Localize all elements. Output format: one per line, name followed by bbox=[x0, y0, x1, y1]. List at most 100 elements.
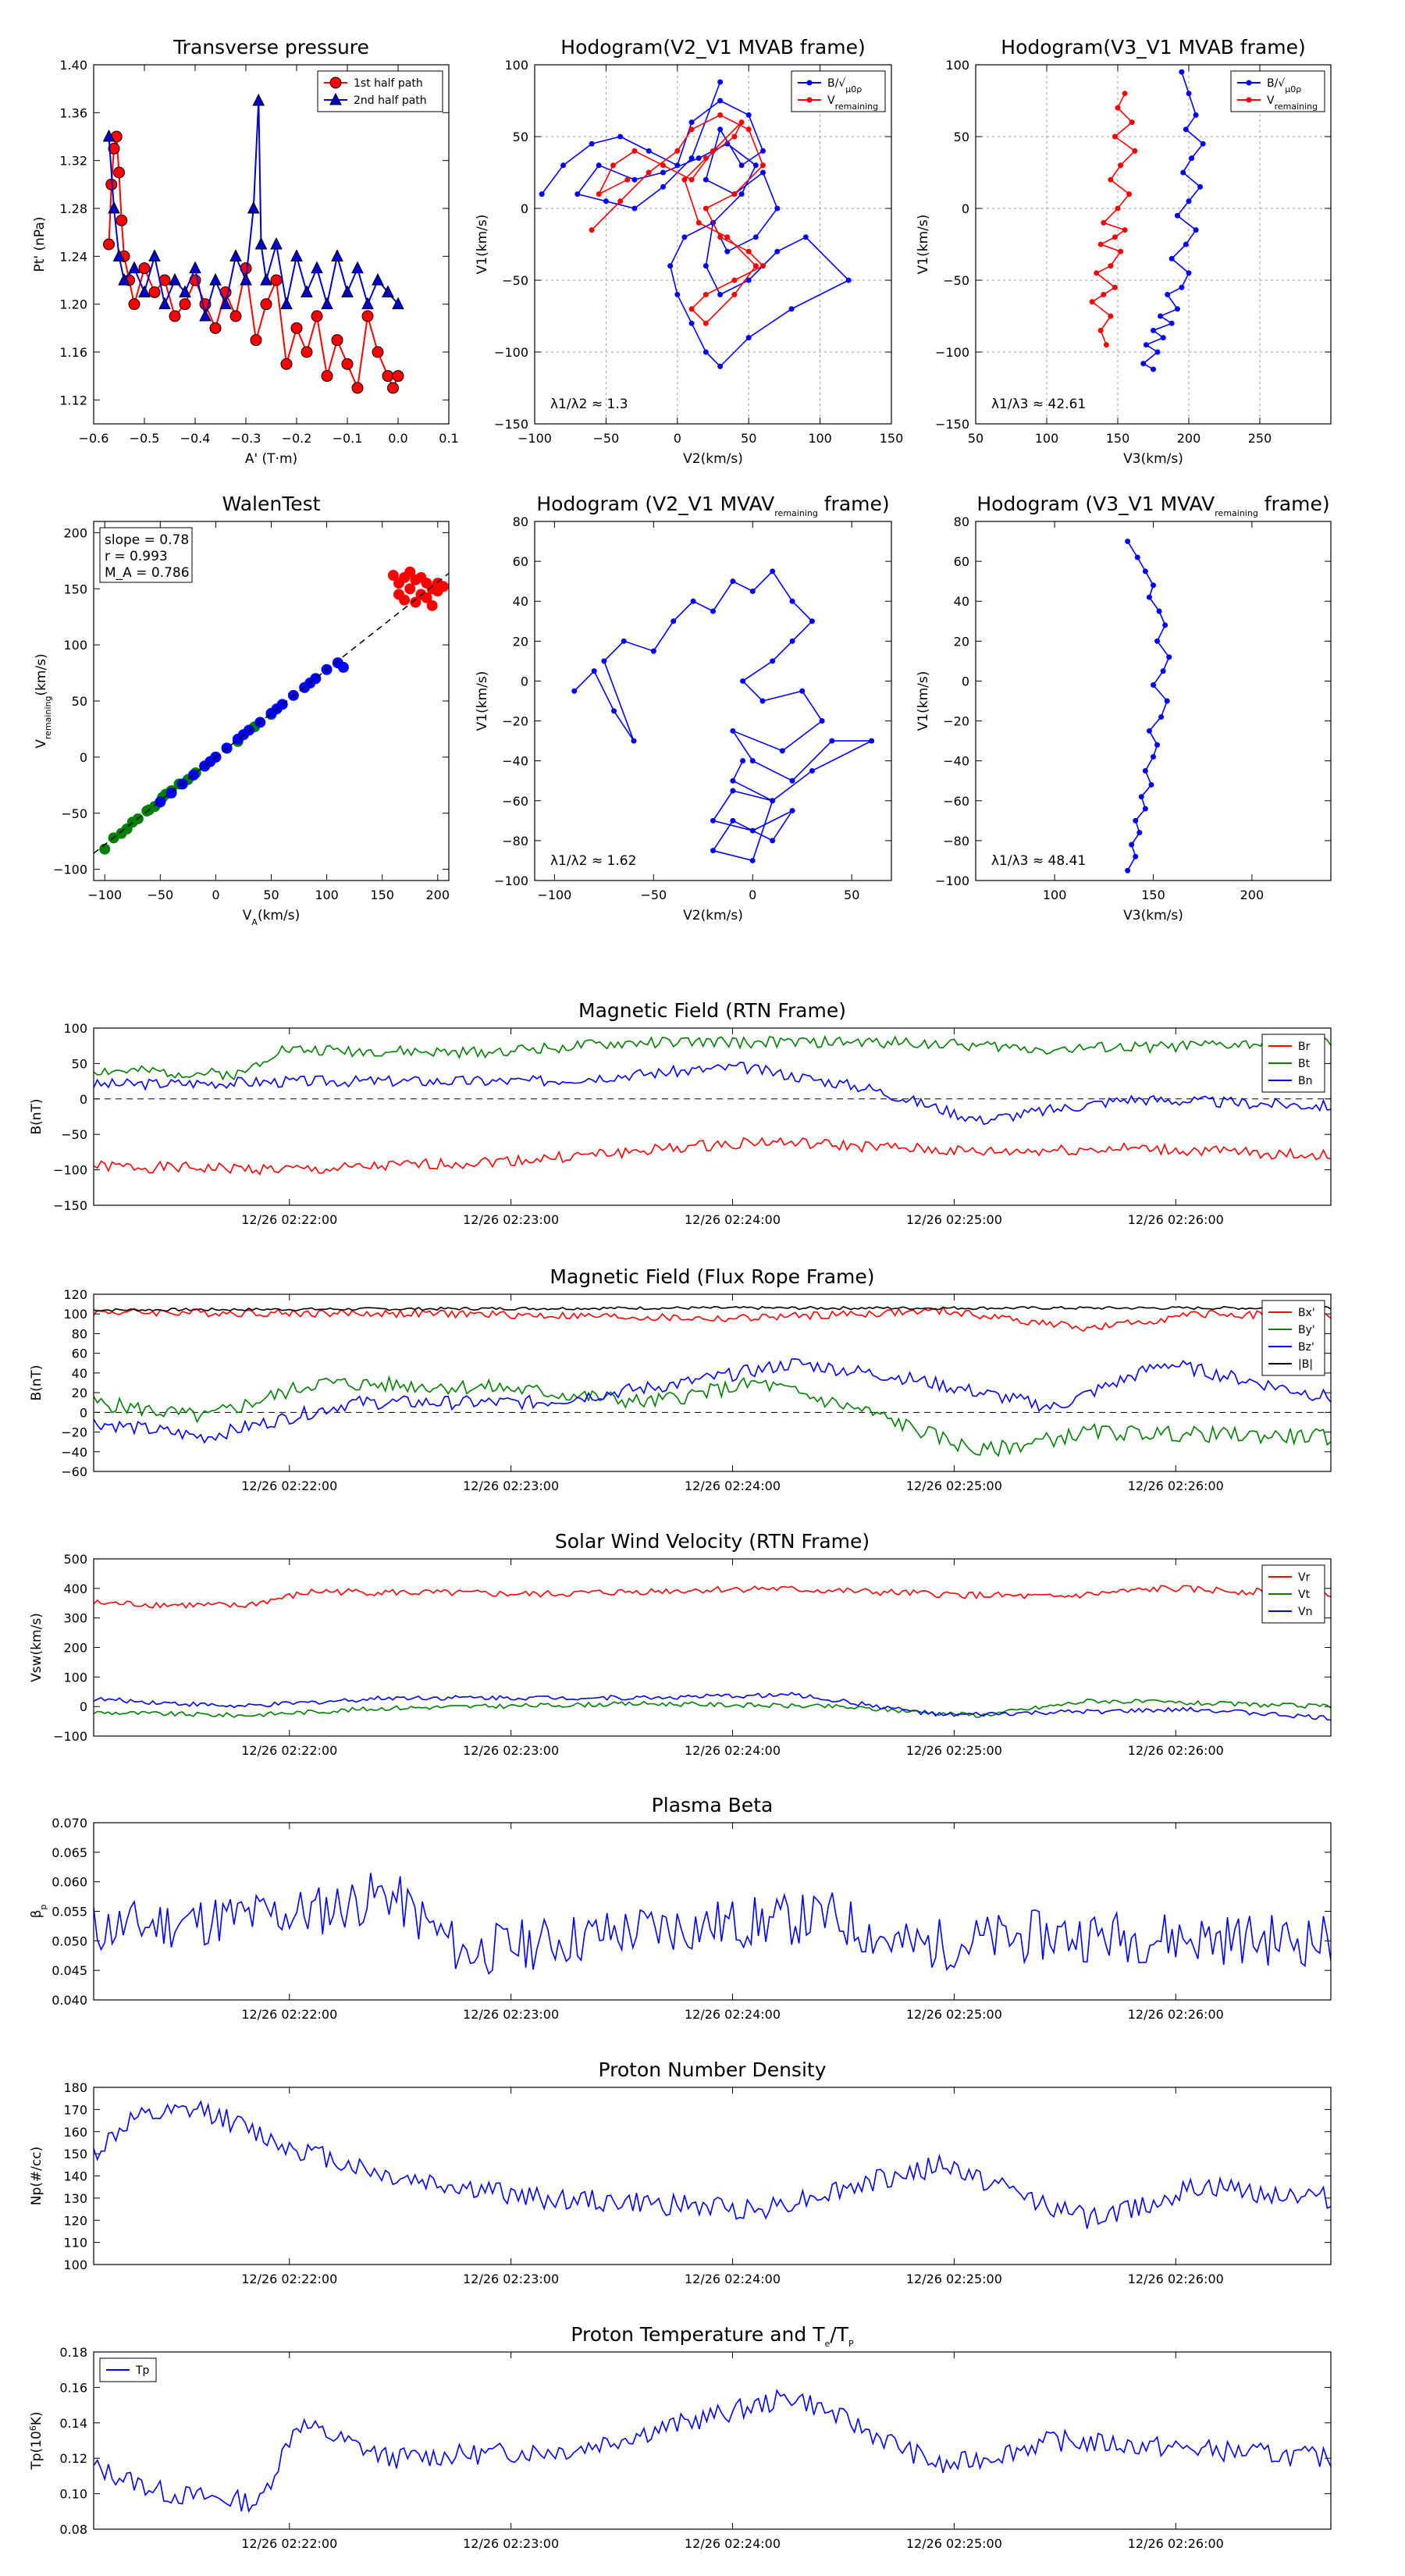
data-point-Vremaining bbox=[688, 176, 695, 183]
data-point-2nd half path bbox=[361, 297, 374, 310]
data-point-B/√(μ0ρ) bbox=[1183, 241, 1189, 247]
plot-frame bbox=[93, 1293, 1332, 1472]
y-tick-label: 0.18 bbox=[59, 2345, 87, 2360]
x-tick-label: −50 bbox=[593, 431, 620, 446]
data-point-B/√(μ0ρ) bbox=[617, 133, 624, 140]
x-axis-label: A' (T·m) bbox=[245, 451, 297, 467]
data-point-B/√(μ0ρ) bbox=[745, 335, 752, 341]
data-point-Vremaining bbox=[624, 176, 631, 183]
chart-bfield: Magnetic Field (RTN Frame) 12/26 02:22:00… bbox=[29, 999, 1332, 1227]
data-point-B/√(μ0ρ) bbox=[752, 162, 759, 169]
data-point-Vremaining bbox=[631, 148, 638, 154]
data-point-V bbox=[601, 658, 607, 664]
plot-frame bbox=[975, 64, 1332, 425]
data-point-V bbox=[759, 698, 766, 704]
data-point-red bbox=[421, 592, 432, 603]
x-tick-label: −100 bbox=[518, 431, 552, 446]
series-line-Np bbox=[94, 2100, 1331, 2229]
chart-title: WalenTest bbox=[222, 493, 321, 515]
data-point-Vremaining bbox=[1101, 291, 1107, 297]
plot-area bbox=[94, 2100, 1331, 2229]
y-tick-label: 500 bbox=[63, 1552, 87, 1567]
chart-title: Magnetic Field (Flux Rope Frame) bbox=[550, 1265, 874, 1288]
y-tick-label: −40 bbox=[502, 754, 528, 769]
x-axis-label: V2(km/s) bbox=[683, 451, 743, 467]
y-axis-label: V1(km/s) bbox=[916, 215, 931, 275]
data-point-V bbox=[1142, 568, 1148, 575]
series-line-Vremaining bbox=[1090, 93, 1136, 346]
data-point-B/√(μ0ρ) bbox=[589, 141, 595, 147]
plot-frame bbox=[93, 521, 450, 881]
legend-label: Bx' bbox=[1298, 1307, 1315, 1319]
data-point-B/√(μ0ρ) bbox=[802, 234, 809, 240]
data-point-V bbox=[749, 588, 756, 594]
series-line-V bbox=[574, 570, 872, 862]
y-tick-label: 0 bbox=[80, 1405, 87, 1420]
x-tick-label: 12/26 02:24:00 bbox=[685, 2272, 781, 2286]
y-axis-label: V1(km/s) bbox=[916, 671, 931, 731]
x-tick-label: −0.3 bbox=[231, 431, 261, 446]
data-point-V bbox=[1148, 781, 1154, 788]
data-point-V bbox=[1156, 608, 1162, 614]
y-tick-label: 100 bbox=[945, 58, 969, 73]
data-point-V bbox=[710, 848, 716, 854]
legend-label: By' bbox=[1298, 1324, 1315, 1336]
data-point-B/√(μ0ρ) bbox=[1193, 112, 1199, 118]
x-tick-label: −0.6 bbox=[79, 431, 109, 446]
chart-walen: WalenTest −100 −50 0 50 100 150 200 −100 −50 0 50 10… bbox=[34, 493, 450, 927]
data-point-B/√(μ0ρ) bbox=[667, 263, 674, 269]
data-point-V bbox=[621, 638, 627, 644]
data-point-Vremaining bbox=[717, 112, 724, 118]
x-tick-label: 12/26 02:26:00 bbox=[1128, 2272, 1224, 2286]
y-tick-label: 110 bbox=[63, 2236, 87, 2250]
data-point-2nd half path bbox=[169, 272, 181, 286]
data-point-V bbox=[571, 688, 578, 694]
data-point-blue bbox=[187, 769, 199, 781]
data-point-B/√(μ0ρ) bbox=[674, 291, 681, 297]
y-tick-label: −150 bbox=[494, 417, 528, 432]
data-point-Vremaining bbox=[717, 234, 724, 240]
data-point-Vremaining bbox=[702, 155, 709, 162]
x-tick-label: 12/26 02:22:00 bbox=[241, 1743, 337, 1758]
y-tick-label: −100 bbox=[494, 873, 528, 888]
plot-frame bbox=[93, 1822, 1332, 2001]
series-line-βp bbox=[94, 1873, 1331, 1975]
x-tick-label: 12/26 02:23:00 bbox=[463, 2536, 559, 2551]
data-point-B/√(μ0ρ) bbox=[745, 112, 752, 118]
x-tick-label: 12/26 02:22:00 bbox=[241, 1478, 337, 1493]
data-point-Vremaining bbox=[745, 248, 752, 254]
y-tick-label: 400 bbox=[63, 1582, 87, 1596]
data-point-B/√(μ0ρ) bbox=[1151, 327, 1156, 333]
data-point-B/√(μ0ρ) bbox=[724, 248, 731, 254]
y-axis-label: Vremaining(km/s) bbox=[34, 653, 53, 748]
data-point-B/√(μ0ρ) bbox=[759, 169, 766, 176]
y-tick-label: 60 bbox=[72, 1347, 87, 1361]
data-point-V bbox=[770, 658, 776, 664]
data-point-V bbox=[770, 838, 776, 844]
data-point-V bbox=[1142, 767, 1148, 774]
y-axis-label: Pt' (nPa) bbox=[32, 217, 48, 272]
data-point-Vremaining bbox=[1126, 191, 1133, 197]
x-tick-label: 50 bbox=[844, 888, 859, 902]
data-point-B/√(μ0ρ) bbox=[631, 176, 638, 183]
data-point-B/√(μ0ρ) bbox=[1179, 284, 1185, 290]
data-point-V bbox=[1133, 853, 1139, 859]
y-tick-label: 1.24 bbox=[59, 249, 87, 264]
x-tick-label: 12/26 02:24:00 bbox=[685, 1743, 781, 1758]
y-axis-label: Np(#/cc) bbox=[29, 2147, 44, 2205]
series-line-Bz' bbox=[94, 1357, 1331, 1444]
y-tick-label: 80 bbox=[954, 514, 969, 529]
data-point-1st half path bbox=[229, 310, 242, 322]
x-tick-label: 12/26 02:24:00 bbox=[685, 1212, 781, 1227]
x-tick-label: 250 bbox=[1248, 431, 1272, 446]
data-point-V bbox=[799, 688, 806, 694]
x-tick-label: 12/26 02:24:00 bbox=[685, 1478, 781, 1493]
data-point-2nd half path bbox=[252, 93, 265, 106]
data-point-B/√(μ0ρ) bbox=[752, 234, 759, 240]
y-tick-label: 150 bbox=[63, 582, 87, 596]
data-point-B/√(μ0ρ) bbox=[1186, 270, 1192, 276]
series-line-|B| bbox=[94, 1305, 1331, 1312]
y-tick-label: −80 bbox=[943, 834, 969, 849]
plot-area bbox=[94, 1034, 1331, 1176]
